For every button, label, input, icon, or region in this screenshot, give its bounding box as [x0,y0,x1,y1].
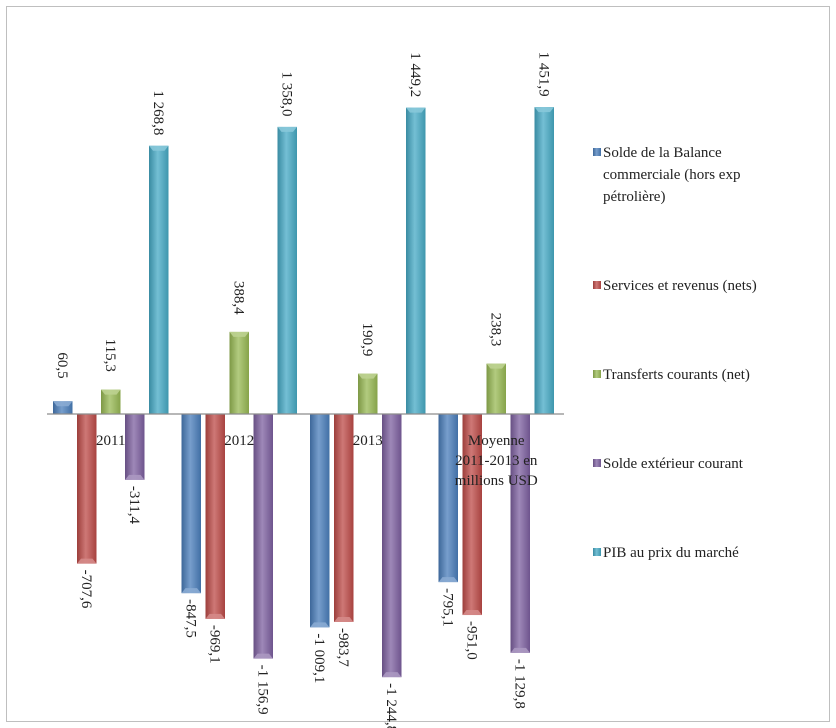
bar [462,414,482,616]
data-label: 115,3 [102,339,118,372]
data-label: -707,6 [78,570,94,609]
bar-cap [358,373,378,379]
bar-cap [229,331,249,337]
bar [534,107,554,415]
bar [358,373,378,414]
data-label: 238,3 [487,313,503,347]
bar-cap [181,588,201,594]
x-tick-label: 2012 [224,433,254,449]
legend-swatch [593,459,601,467]
legend-entry: PIB au prix du marché [603,545,739,561]
bar-cap [205,613,225,619]
bar-cap [462,610,482,616]
data-label: 1 451,9 [535,52,551,97]
bar [382,414,402,678]
data-label: -795,1 [439,588,455,627]
bar [406,107,426,414]
bar [77,414,97,564]
data-label: -983,7 [335,628,351,667]
legend-entry: Solde de la Balance commerciale (hors exp… [603,145,740,205]
legend-swatch [593,370,601,378]
data-label: -951,0 [463,621,479,660]
bar [229,331,249,414]
bar-cap [253,653,273,659]
bar-cap [53,401,73,407]
bar-cap [438,577,458,583]
bar-cap [406,107,426,113]
legend-entry: Services et revenus (nets) [603,278,757,294]
bar [253,414,273,659]
bar-cap [77,558,97,564]
bar-cap [510,647,530,653]
bar [310,414,330,628]
bar [101,389,121,414]
x-tick-label: Moyenne 2011-2013 en millions USD [455,433,538,489]
legend-swatch [593,148,601,156]
data-label: 388,4 [230,281,246,315]
data-label: 1 358,0 [278,72,294,117]
bar-cap [382,672,402,678]
data-label: 1 449,2 [407,52,423,97]
x-tick-label: 2013 [353,433,383,449]
bar [277,126,297,415]
bar-cap [125,474,145,480]
bar-cap [310,622,330,628]
bar [438,414,458,583]
data-label: 60,5 [54,352,70,378]
bar-cap [149,145,169,151]
bar [181,414,201,594]
bar-cap [534,107,554,113]
bar-cap [334,616,354,622]
data-label: -1 244,8 [383,683,399,728]
data-label: 1 268,8 [150,90,166,135]
data-label: -1 129,8 [511,659,527,709]
bar [334,414,354,622]
legend-swatch [593,281,601,289]
legend-swatch [593,548,601,556]
bar-cap [486,363,506,369]
bar [510,414,530,653]
bar-cap [101,389,121,395]
data-label: 190,9 [359,323,375,357]
x-tick-label: 2011 [96,433,125,449]
bar [486,363,506,414]
data-label: -1 009,1 [311,633,327,683]
bar [125,414,145,480]
data-label: -969,1 [206,625,222,664]
bar-cap [277,126,297,132]
bar [149,145,169,414]
legend-entry: Solde extérieur courant [603,456,744,472]
legend-entry: Transferts courants (net) [603,367,750,383]
bar [205,414,225,619]
data-label: -1 156,9 [254,665,270,715]
data-label: -311,4 [126,486,142,525]
data-label: -847,5 [182,599,198,638]
